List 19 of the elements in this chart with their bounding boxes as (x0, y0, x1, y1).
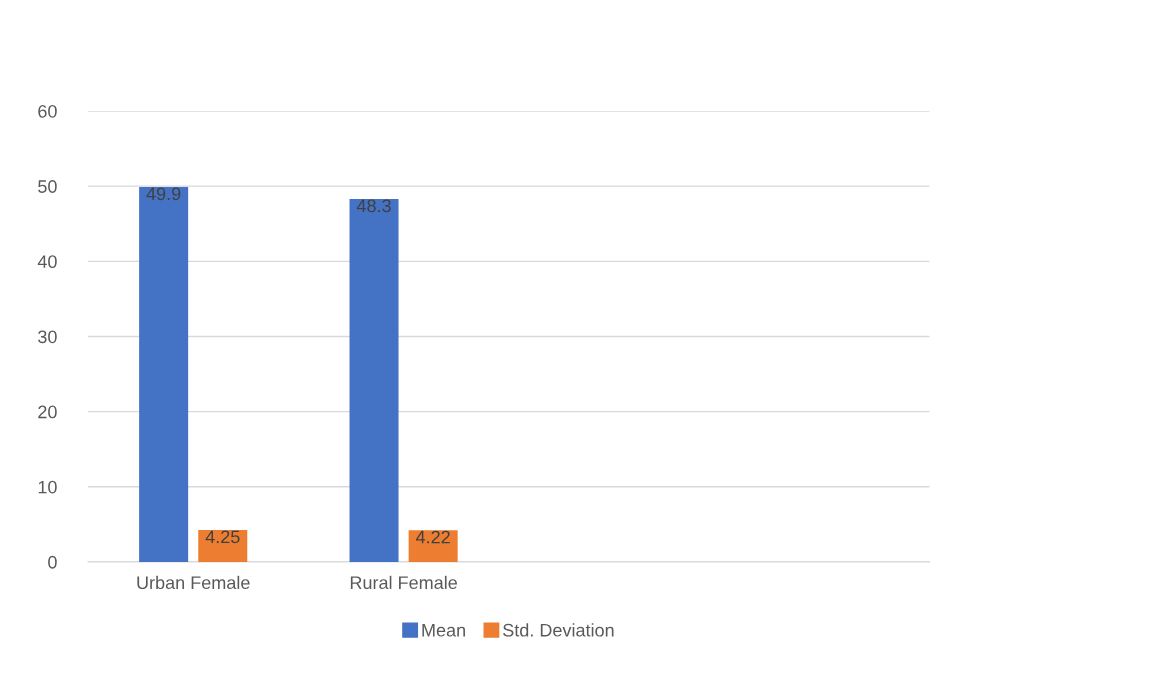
y-tick-label: 30 (38, 330, 57, 344)
y-tick-label: 50 (38, 180, 57, 193)
x-tick-label: Rural Female (350, 575, 457, 590)
x-tick-label: Urban Female (137, 575, 250, 590)
y-tick-label: 0 (48, 555, 57, 569)
bar (349, 198, 399, 562)
y-tick-label: 20 (38, 405, 57, 419)
bar (198, 529, 248, 562)
y-tick-label: 40 (37, 255, 57, 269)
legend-label: Mean (422, 624, 465, 637)
data-label: 4.25 (205, 530, 240, 544)
data-label: 4.22 (415, 530, 450, 544)
bar (408, 530, 458, 562)
data-label: 49.9 (146, 187, 181, 201)
y-tick-label: 60 (38, 104, 57, 118)
y-tick-label: 10 (38, 480, 57, 494)
legend-label: Std. Deviation (503, 623, 614, 637)
data-label: 48.3 (356, 199, 391, 213)
bar (139, 186, 189, 562)
